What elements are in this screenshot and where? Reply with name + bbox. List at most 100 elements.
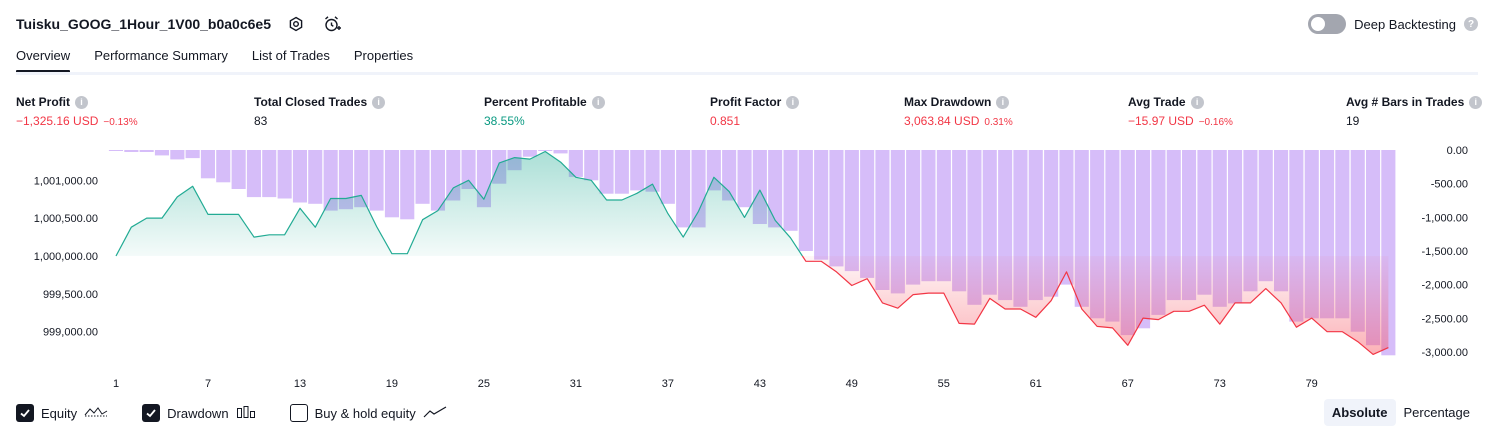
tab-list-of-trades[interactable]: List of Trades — [251, 48, 330, 63]
equity-line-loss — [801, 255, 1389, 355]
metric-label: Avg # Bars in Trades — [1346, 95, 1465, 109]
left-tick-label: 1,001,000.00 — [34, 175, 98, 187]
legend-buy-hold[interactable]: Buy & hold equity — [289, 404, 447, 422]
legend-drawdown[interactable]: Drawdown — [142, 404, 255, 422]
x-tick-label: 55 — [938, 378, 950, 390]
drawdown-bar — [369, 150, 384, 211]
buy-hold-checkbox[interactable] — [289, 404, 308, 422]
x-tick-label: 13 — [294, 378, 306, 390]
x-tick-label: 61 — [1030, 378, 1042, 390]
drawdown-bar — [338, 150, 353, 210]
right-tick-label: -1,000.00 — [1422, 212, 1468, 224]
legend-label: Drawdown — [167, 405, 229, 421]
info-icon[interactable]: i — [996, 95, 1010, 109]
drawdown-bar — [936, 150, 951, 282]
absolute-button[interactable]: Absolute — [1323, 399, 1396, 426]
info-icon[interactable]: i — [591, 95, 605, 109]
drawdown-bar — [415, 150, 430, 204]
drawdown-bar — [768, 150, 783, 228]
tab-properties[interactable]: Properties — [353, 48, 414, 63]
gear-icon[interactable] — [285, 13, 307, 35]
metric-value: −1,325.16 USD — [16, 114, 99, 128]
drawdown-bar — [814, 150, 829, 260]
tab-overview[interactable]: Overview — [16, 48, 71, 73]
drawdown-bar — [292, 150, 307, 203]
drawdown-bar — [844, 150, 859, 272]
drawdown-bar — [354, 150, 369, 208]
deep-backtesting-toggle[interactable] — [1308, 14, 1347, 34]
metric-avg-trade: Avg Trade i −15.97 USD −0.16% — [1128, 94, 1233, 128]
right-tick-label: -500.00 — [1431, 179, 1468, 191]
drawdown-bar — [952, 150, 967, 292]
metric-value: −15.97 USD — [1128, 114, 1194, 128]
drawdown-bar — [553, 150, 568, 154]
metric-total-closed-trades: Total Closed Trades i 83 — [254, 94, 386, 128]
metric-percent: −0.16% — [1198, 117, 1233, 128]
legend-equity[interactable]: Equity — [16, 404, 108, 422]
drawdown-bar — [277, 150, 292, 199]
x-tick-label: 73 — [1214, 378, 1226, 390]
equity-lines — [115, 150, 1389, 355]
info-icon[interactable]: i — [372, 95, 386, 109]
metric-profit-factor: Profit Factor i 0.851 — [710, 94, 800, 128]
drawdown-bar — [154, 150, 169, 156]
strategy-title: Tuisku_GOOG_1Hour_1V00_b0a0c6e5 — [16, 16, 271, 32]
drawdown-bar — [660, 150, 675, 204]
x-tick-label: 79 — [1306, 378, 1318, 390]
drawdown-bar — [875, 150, 890, 290]
drawdown-bar — [599, 150, 614, 194]
header: Tuisku_GOOG_1Hour_1V00_b0a0c6e5 — [16, 12, 343, 36]
drawdown-bar — [906, 150, 921, 285]
metric-net-profit: Net Profit i −1,325.16 USD −0.13% — [16, 94, 138, 128]
drawdown-bar — [139, 150, 154, 152]
drawdown-bar — [614, 150, 629, 194]
drawdown-bar — [1243, 150, 1258, 292]
help-icon[interactable]: ? — [1464, 17, 1478, 31]
left-tick-label: 1,000,000.00 — [34, 251, 98, 263]
drawdown-bar — [323, 150, 338, 211]
chart-legend: Equity Drawdown Buy & hold equity — [16, 404, 481, 422]
drawdown-bar — [461, 150, 476, 189]
tabs-divider — [16, 72, 1478, 75]
drawdown-bar — [262, 150, 277, 198]
info-icon[interactable]: i — [786, 95, 800, 109]
metric-value: 0.851 — [710, 114, 741, 128]
buy-hold-line-icon — [423, 405, 447, 422]
right-tick-label: -2,000.00 — [1422, 280, 1468, 292]
drawdown-bar — [430, 150, 445, 211]
percentage-button[interactable]: Percentage — [1403, 405, 1471, 420]
drawdown-bar — [783, 150, 798, 231]
tab-performance-summary[interactable]: Performance Summary — [94, 48, 228, 63]
deep-backtesting-label: Deep Backtesting — [1354, 16, 1456, 32]
drawdown-bar — [185, 150, 200, 159]
metric-value: 38.55% — [484, 114, 525, 128]
metric-percent: −0.13% — [103, 117, 138, 128]
info-icon[interactable]: i — [75, 95, 88, 109]
drawdown-bars-icon — [236, 405, 256, 422]
metric-percent-profitable: Percent Profitable i 38.55% — [484, 94, 605, 128]
equity-line-icon — [84, 405, 108, 422]
drawdown-bar — [798, 150, 813, 251]
info-icon[interactable]: i — [1190, 95, 1204, 109]
info-icon[interactable]: i — [1469, 95, 1483, 109]
left-tick-label: 999,000.00 — [43, 327, 98, 339]
drawdown-bar — [676, 150, 691, 228]
drawdown-checkbox[interactable] — [142, 404, 161, 422]
drawdown-bar — [860, 150, 875, 278]
drawdown-bar — [400, 150, 415, 220]
metric-label: Max Drawdown — [904, 95, 992, 109]
x-tick-label: 31 — [570, 378, 582, 390]
drawdown-bar — [829, 150, 844, 267]
equity-drawdown-chart[interactable]: 1,001,000.00 1,000,500.00 1,000,000.00 999,… — [0, 140, 1494, 395]
drawdown-bar — [231, 150, 246, 189]
equity-area-loss — [802, 256, 1389, 355]
equity-checkbox[interactable] — [16, 404, 34, 422]
alarm-add-icon[interactable] — [321, 13, 343, 35]
drawdown-bar — [216, 150, 231, 183]
legend-label: Equity — [41, 405, 78, 421]
legend-label: Buy & hold equity — [314, 405, 416, 421]
metric-value: 3,063.84 USD — [904, 114, 980, 128]
drawdown-bar — [1258, 150, 1273, 282]
drawdown-bar — [1274, 150, 1289, 292]
x-tick-label: 1 — [113, 378, 119, 390]
